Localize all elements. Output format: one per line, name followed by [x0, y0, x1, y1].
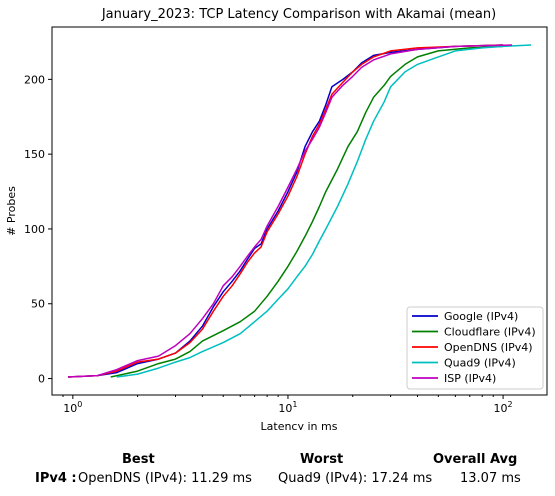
chart-title: January_2023: TCP Latency Comparison wit… — [101, 7, 496, 22]
y-tick-label: 150 — [24, 148, 45, 161]
legend-label-isp-ipv4: ISP (IPv4) — [444, 372, 496, 385]
latency-chart: January_2023: TCP Latency Comparison wit… — [5, 7, 548, 430]
plot-area — [51, 26, 548, 396]
legend-label-cloudflare-ipv4: Cloudflare (IPv4) — [444, 326, 536, 339]
ipv4-row-label: IPv4 : — [35, 471, 77, 486]
x-tick-label: 101 — [278, 400, 297, 415]
legend-label-google-ipv4: Google (IPv4) — [444, 310, 518, 323]
series-lines — [68, 44, 532, 378]
x-axis-label: Latency in ms — [261, 420, 338, 430]
x-axis: 100 101 102 — [62, 395, 513, 415]
worst-header: Worst — [300, 452, 344, 467]
series-line-cloudflare-ipv4 — [110, 45, 504, 378]
y-tick-label: 100 — [24, 223, 45, 236]
series-line-opendns-ipv4 — [68, 44, 504, 378]
x-tick-label: 100 — [63, 400, 82, 415]
series-line-isp-ipv4 — [68, 44, 513, 378]
x-tick-label: 102 — [494, 400, 513, 415]
best-header: Best — [122, 452, 155, 467]
overall-avg-value: 13.07 ms — [460, 471, 521, 486]
y-tick-label: 50 — [31, 298, 45, 311]
y-axis: 0 50 100 150 200 — [24, 73, 52, 386]
legend-label-quad9-ipv4: Quad9 (IPv4) — [444, 357, 516, 370]
overall-avg-header: Overall Avg — [433, 452, 518, 467]
legend-box — [406, 306, 544, 390]
legend: Google (IPv4) Cloudflare (IPv4) OpenDNS (I… — [406, 306, 544, 390]
series-line-quad9-ipv4 — [116, 44, 532, 378]
y-axis-label: # Probes — [5, 186, 18, 236]
y-tick-label: 0 — [38, 373, 45, 386]
legend-label-opendns-ipv4: OpenDNS (IPv4) — [444, 341, 533, 354]
best-value: OpenDNS (IPv4): 11.29 ms — [78, 471, 252, 486]
worst-value: Quad9 (IPv4): 17.24 ms — [278, 471, 433, 486]
y-tick-label: 200 — [24, 73, 45, 86]
